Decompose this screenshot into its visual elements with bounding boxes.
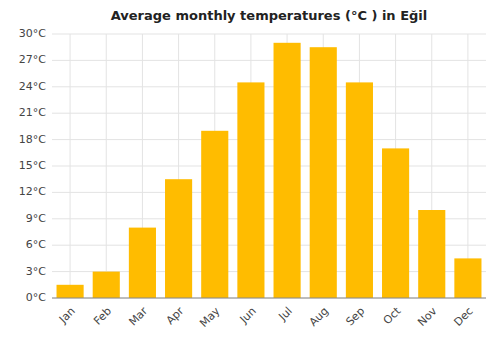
y-tick-label: 0°C <box>26 291 46 304</box>
grid-line-y <box>52 113 486 114</box>
x-tick-label: Aug <box>307 305 331 329</box>
bar <box>310 47 337 298</box>
x-tick-label: Dec <box>451 305 475 329</box>
grid-line-y <box>52 192 486 193</box>
grid-line-y <box>52 166 486 167</box>
x-tick-label: Mar <box>126 304 150 328</box>
x-tick-label: Sep <box>343 305 367 329</box>
x-axis-line <box>52 298 486 299</box>
grid-line-x <box>106 34 107 298</box>
y-tick-label: 9°C <box>26 212 46 225</box>
title: Average monthly temperatures (°C ) in Eğ… <box>111 8 428 23</box>
x-tick-label: Oct <box>381 304 404 327</box>
y-tick-label: 27°C <box>19 53 46 66</box>
x-tick-label: Jul <box>276 305 295 324</box>
bar <box>129 228 156 298</box>
x-tick-label: Feb <box>91 305 114 328</box>
grid-line-y <box>52 34 486 35</box>
bar <box>57 285 84 298</box>
grid-line-x <box>70 34 71 298</box>
grid-line-y <box>52 298 486 299</box>
bar <box>93 272 120 298</box>
x-tick-label: Jun <box>237 305 259 327</box>
y-tick-label: 18°C <box>19 133 46 146</box>
grid-line-y <box>52 139 486 140</box>
bar <box>454 258 481 298</box>
grid <box>52 34 486 298</box>
grid-line-y <box>52 60 486 61</box>
x-tick-label: Nov <box>415 304 440 329</box>
bar <box>237 82 264 298</box>
grid-line-y <box>52 86 486 87</box>
y-axis: 0°C 3°C 6°C 9°C 12°C 15°C 18°C 21°C 24°C 27°C 30°C <box>19 27 46 304</box>
y-tick-label: 12°C <box>19 185 46 198</box>
bars <box>57 43 482 298</box>
y-tick-label: 6°C <box>26 238 46 251</box>
bar <box>274 43 301 298</box>
bar <box>201 131 228 298</box>
chart-container: 0°C 3°C 6°C 9°C 12°C 15°C 18°C 21°C 24°C 27°C 30°C… <box>0 0 500 350</box>
chart-svg: 0°C 3°C 6°C 9°C 12°C 15°C 18°C 21°C 24°C 27°C 30°C… <box>0 0 500 350</box>
x-tick-label: Jan <box>56 305 78 327</box>
bar <box>418 210 445 298</box>
bar <box>382 148 409 298</box>
y-tick-label: 3°C <box>26 265 46 278</box>
y-tick-label: 30°C <box>19 27 46 40</box>
bar <box>165 179 192 298</box>
x-tick-label: May <box>197 304 223 330</box>
bar <box>346 82 373 298</box>
y-tick-label: 15°C <box>19 159 46 172</box>
x-axis: Jan Feb Mar Apr May Jun Jul Aug Sep Oct Nov Dec <box>56 304 476 330</box>
x-tick-label: Apr <box>164 304 187 327</box>
y-tick-label: 21°C <box>19 106 46 119</box>
y-tick-label: 24°C <box>19 80 46 93</box>
